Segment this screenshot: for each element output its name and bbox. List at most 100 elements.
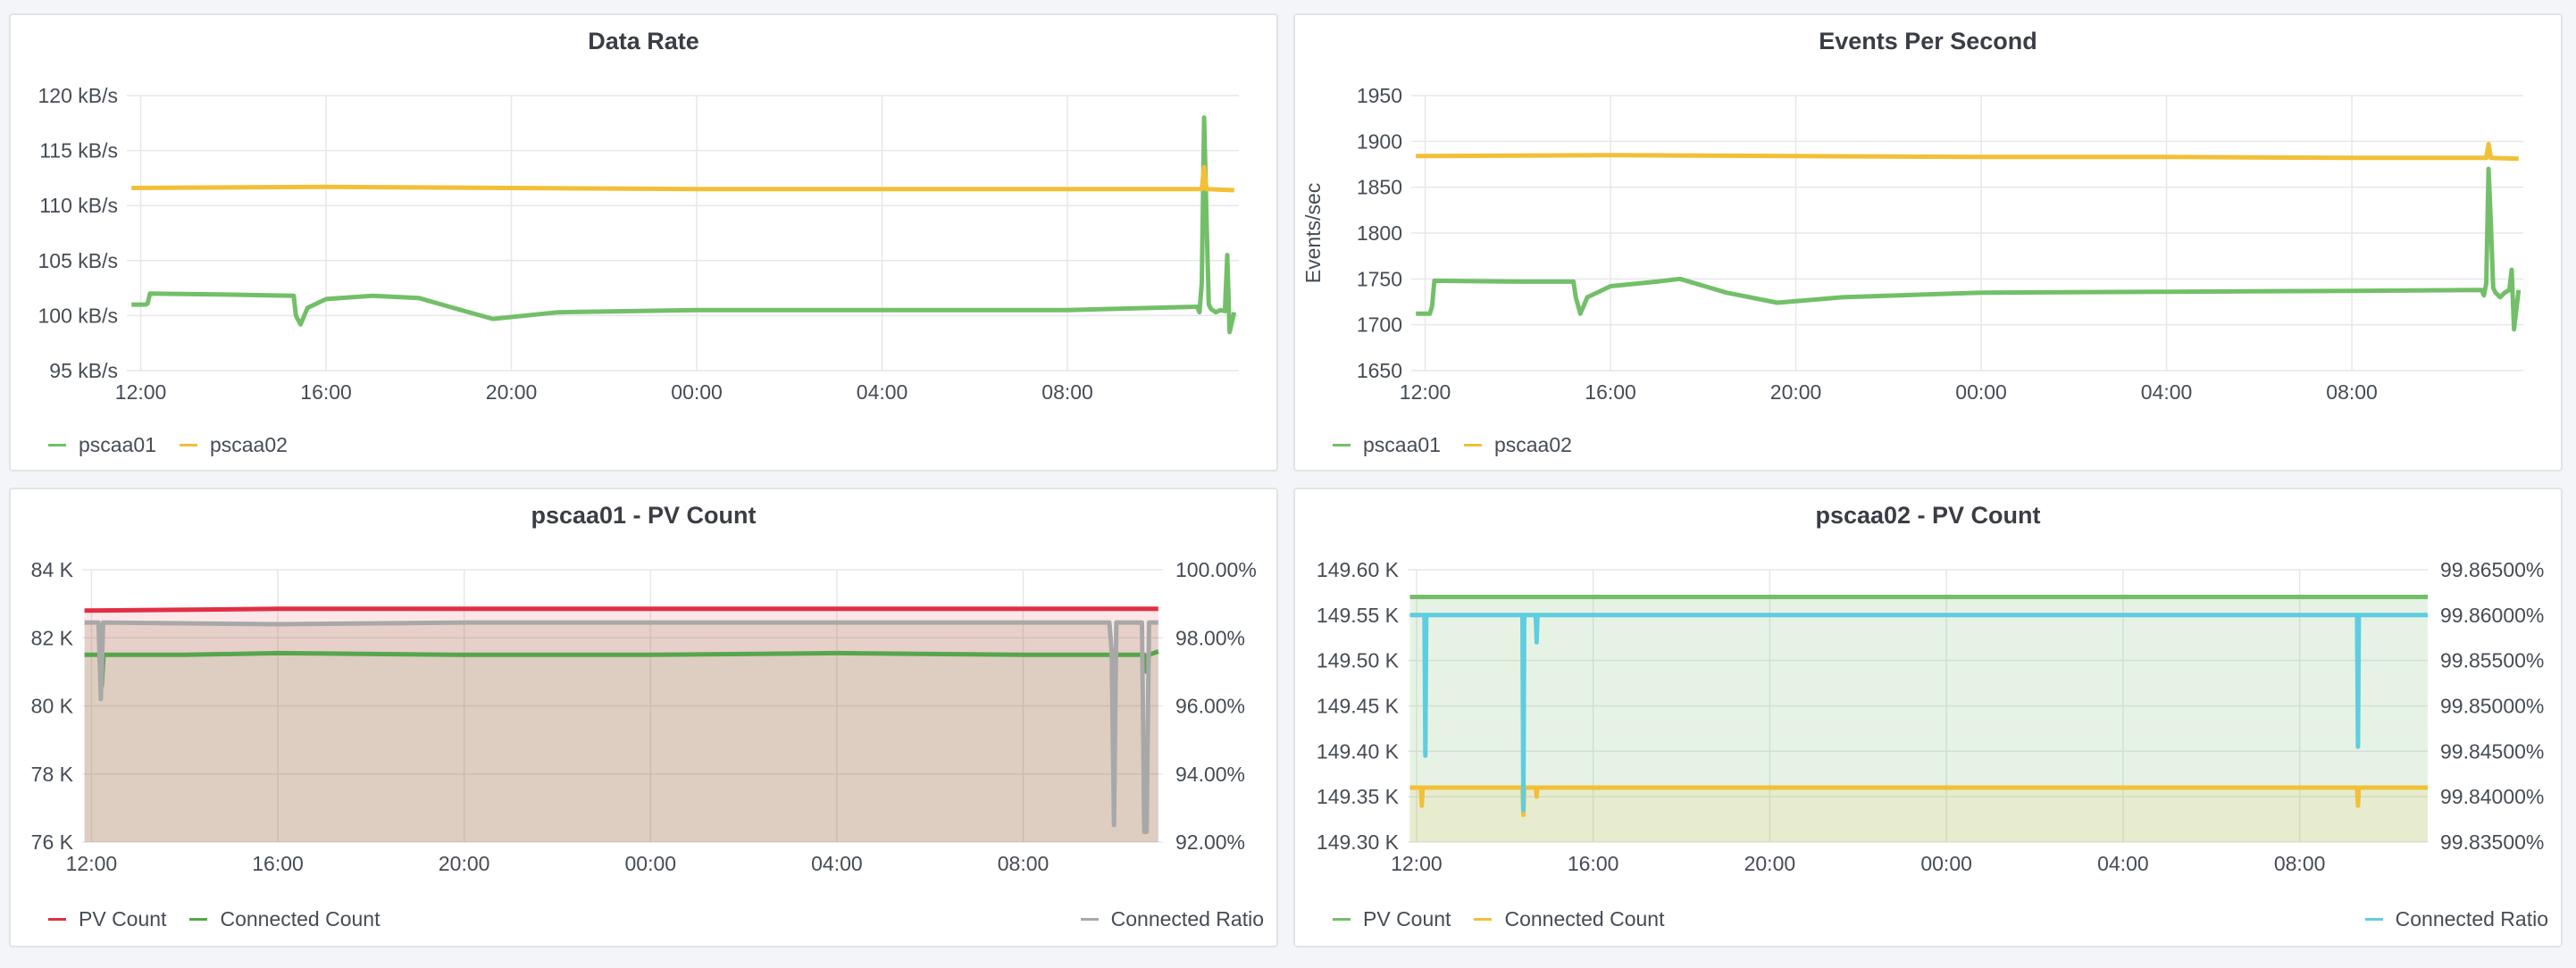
y2-tick-label: 94.00%	[1175, 763, 1245, 786]
x-tick-label: 20:00	[1744, 852, 1796, 875]
y2-tick-label: 99.85000%	[2440, 695, 2544, 718]
events-per-second-chart[interactable]: 1650 1700 1750 1800 1850 1900 1950 12:00 16:00 20…	[1295, 15, 2564, 473]
x-tick-label: 12:00	[1400, 380, 1451, 404]
y-tick-label: 149.60 K	[1317, 558, 1400, 581]
y-tick-label: 100 kB/s	[38, 304, 119, 327]
legend-item-pv-count[interactable]: PV Count	[48, 907, 166, 931]
y-tick-label: 1900	[1357, 129, 1402, 153]
legend-item-pscaa01[interactable]: pscaa01	[1333, 433, 1441, 457]
y-tick-label: 1950	[1357, 84, 1402, 107]
x-tick-label: 16:00	[252, 852, 304, 875]
x-tick-label: 16:00	[1568, 852, 1619, 875]
legend-swatch	[2364, 918, 2383, 921]
y-tick-label: 149.50 K	[1317, 649, 1400, 672]
x-tick-label: 20:00	[1770, 380, 1822, 404]
chart-legend: PV Count Connected Count	[1333, 902, 1687, 931]
x-tick-label: 16:00	[1585, 380, 1636, 404]
x-tick-label: 12:00	[1391, 852, 1443, 875]
series-line-pscaa01[interactable]	[131, 115, 1237, 335]
x-tick-label: 08:00	[2274, 852, 2326, 875]
x-tick-label: 00:00	[625, 852, 677, 875]
legend-swatch	[48, 444, 66, 446]
legend-label: pscaa01	[79, 433, 156, 456]
y2-tick-label: 99.86000%	[2440, 604, 2544, 627]
y-tick-label: 76 K	[31, 830, 74, 854]
y-tick-label: 1650	[1357, 359, 1402, 382]
events-per-second-panel: Events Per Second 1650 1700 1750 1800 1850 19…	[1293, 13, 2563, 471]
series-area-connected-count	[84, 651, 1158, 842]
y2-tick-label: 99.86500%	[2440, 558, 2544, 581]
y-tick-label: 105 kB/s	[38, 249, 119, 272]
series-line-pv-count[interactable]	[84, 606, 1158, 613]
x-tick-label: 20:00	[486, 380, 538, 404]
y-tick-label: 120 kB/s	[38, 84, 119, 107]
y-tick-label: 149.40 K	[1317, 739, 1400, 763]
x-tick-label: 00:00	[1955, 380, 2007, 404]
legend-item-pscaa02[interactable]: pscaa02	[179, 433, 288, 457]
legend-item-pscaa01[interactable]: pscaa01	[48, 433, 156, 457]
legend-item-connected-count[interactable]: Connected Count	[189, 907, 380, 931]
y-tick-label: 84 K	[31, 558, 74, 581]
legend-label: Connected Count	[220, 907, 381, 930]
y2-tick-label: 99.84000%	[2440, 785, 2544, 808]
y2-tick-label: 99.83500%	[2440, 830, 2544, 854]
y-tick-label: 1700	[1357, 313, 1402, 337]
y-axis-title: Events/sec	[1301, 183, 1325, 284]
y-tick-label: 1850	[1357, 176, 1402, 199]
series-line-connected-ratio[interactable]	[1409, 613, 2429, 813]
data-rate-chart[interactable]: 95 kB/s 100 kB/s 105 kB/s 110 kB/s 115 kB/s 1…	[11, 15, 1280, 473]
legend-swatch	[189, 918, 208, 921]
x-tick-label: 00:00	[1920, 852, 1972, 875]
x-tick-label: 08:00	[998, 852, 1050, 875]
chart-legend: PV Count Connected Count	[48, 902, 403, 931]
x-tick-label: 12:00	[115, 380, 167, 404]
pscaa02-pv-count-panel: pscaa02 - PV Count 149.30 K 149.35 K 149.4…	[1293, 488, 2563, 947]
legend-label: PV Count	[79, 907, 167, 930]
pscaa01-pv-count-panel: pscaa01 - PV Count 76 K 78 K 80 K 82 K 84 K 9…	[9, 488, 1278, 947]
series-line-pscaa01[interactable]	[1416, 166, 2522, 332]
x-tick-label: 04:00	[857, 380, 908, 404]
x-tick-label: 08:00	[2326, 380, 2378, 404]
y-tick-label: 149.45 K	[1317, 695, 1400, 718]
series-area-connected-ratio	[84, 622, 1158, 842]
panel-title[interactable]: Data Rate	[588, 28, 699, 54]
chart-legend-right: Connected Ratio	[2364, 902, 2548, 931]
x-tick-label: 04:00	[811, 852, 863, 875]
legend-label: Connected Count	[1504, 907, 1665, 930]
pscaa02-pv-count-chart[interactable]: 149.30 K 149.35 K 149.40 K 149.45 K 149.50 K…	[1295, 489, 2564, 949]
series-area-connected-count	[1409, 788, 2428, 842]
panel-title[interactable]: pscaa02 - PV Count	[1815, 502, 2041, 529]
x-tick-label: 20:00	[439, 852, 490, 875]
x-tick-label: 00:00	[671, 380, 723, 404]
y2-tick-label: 98.00%	[1175, 626, 1245, 649]
series-line-connected-ratio[interactable]	[84, 620, 1158, 835]
legend-swatch	[48, 918, 66, 921]
legend-swatch	[179, 444, 197, 446]
panel-title[interactable]: pscaa01 - PV Count	[531, 502, 757, 529]
legend-swatch	[1080, 918, 1099, 921]
x-tick-label: 04:00	[2141, 380, 2193, 404]
legend-item-connected-ratio[interactable]: Connected Ratio	[1080, 907, 1264, 931]
legend-item-connected-ratio[interactable]: Connected Ratio	[2364, 907, 2548, 931]
y2-tick-label: 96.00%	[1175, 695, 1245, 718]
legend-item-pscaa02[interactable]: pscaa02	[1463, 433, 1572, 457]
x-tick-label: 04:00	[2097, 852, 2149, 875]
y-tick-label: 149.35 K	[1317, 785, 1400, 808]
legend-swatch	[1474, 918, 1493, 921]
legend-label: pscaa02	[1493, 433, 1572, 456]
y-tick-label: 78 K	[31, 763, 74, 786]
x-tick-label: 16:00	[300, 380, 352, 404]
legend-label: pscaa02	[209, 433, 288, 456]
legend-label: Connected Ratio	[1110, 907, 1264, 930]
x-tick-label: 08:00	[1041, 380, 1093, 404]
panel-title[interactable]: Events Per Second	[1819, 28, 2037, 54]
data-rate-panel: Data Rate 95 kB/s 100 kB/s 105 kB/s 110 kB/…	[9, 13, 1278, 471]
series-line-connected-count[interactable]	[1409, 785, 2429, 817]
legend-item-pv-count[interactable]: PV Count	[1333, 907, 1451, 931]
chart-legend: pscaa01 pscaa02	[48, 428, 311, 457]
legend-item-connected-count[interactable]: Connected Count	[1474, 907, 1664, 931]
pscaa01-pv-count-chart[interactable]: 76 K 78 K 80 K 82 K 84 K 92.00% 94.00% 96.00% 98…	[11, 489, 1280, 949]
series-line-pscaa02[interactable]	[1416, 141, 2519, 162]
series-line-pscaa02[interactable]	[131, 164, 1234, 193]
y2-tick-label: 100.00%	[1175, 558, 1257, 581]
